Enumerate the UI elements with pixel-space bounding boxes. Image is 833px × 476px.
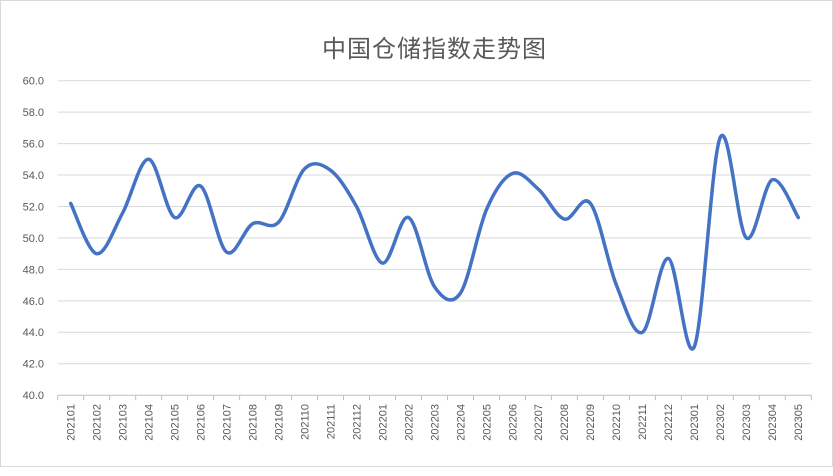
y-tick-label: 46.0 <box>23 296 44 308</box>
x-tick-label: 202112 <box>351 404 363 440</box>
x-tick-label: 202203 <box>429 404 441 441</box>
x-tick-label: 202202 <box>403 404 415 441</box>
x-tick-label: 202208 <box>559 404 571 441</box>
x-tick-label: 202212 <box>663 404 675 441</box>
x-tick-label: 202211 <box>637 404 649 440</box>
x-tick-label: 202304 <box>767 404 779 441</box>
x-tick-label: 202107 <box>221 404 233 441</box>
x-tick-label: 202206 <box>507 404 519 441</box>
x-tick-label: 202305 <box>793 404 805 441</box>
y-tick-label: 48.0 <box>23 264 44 276</box>
x-tick-label: 202201 <box>377 404 389 441</box>
series-line <box>68 133 801 351</box>
x-tick-label: 202101 <box>66 404 78 441</box>
y-tick-label: 40.0 <box>23 390 44 402</box>
x-tick-label: 202207 <box>533 404 545 441</box>
y-tick-label: 42.0 <box>23 359 44 371</box>
x-tick-label: 202210 <box>611 404 623 441</box>
y-tick-label: 52.0 <box>23 201 44 213</box>
x-tick-label: 202108 <box>247 404 259 441</box>
x-tick-label: 202109 <box>273 404 285 441</box>
chart-title: 中国仓储指数走势图 <box>322 37 547 63</box>
x-tick-label: 202204 <box>455 404 467 441</box>
y-tick-label: 60.0 <box>23 76 44 88</box>
y-tick-label: 54.0 <box>23 170 44 182</box>
x-tick-label: 202302 <box>715 404 727 441</box>
y-tick-label: 44.0 <box>23 327 44 339</box>
y-tick-label: 58.0 <box>23 107 44 119</box>
x-tick-label: 202110 <box>299 404 311 440</box>
x-tick-label: 202102 <box>92 404 104 441</box>
x-tick-label: 202104 <box>144 404 156 441</box>
x-tick-label: 202105 <box>169 404 181 441</box>
x-tick-label: 202205 <box>481 404 493 441</box>
x-tick-label: 202303 <box>741 404 753 441</box>
x-tick-label: 202103 <box>118 404 130 441</box>
x-tick-label: 202111 <box>325 404 337 439</box>
y-tick-label: 56.0 <box>23 138 44 150</box>
x-tick-label: 202301 <box>689 404 701 441</box>
x-tick-label: 202209 <box>585 404 597 441</box>
x-tick-label: 202106 <box>195 404 207 441</box>
y-tick-label: 50.0 <box>23 233 44 245</box>
